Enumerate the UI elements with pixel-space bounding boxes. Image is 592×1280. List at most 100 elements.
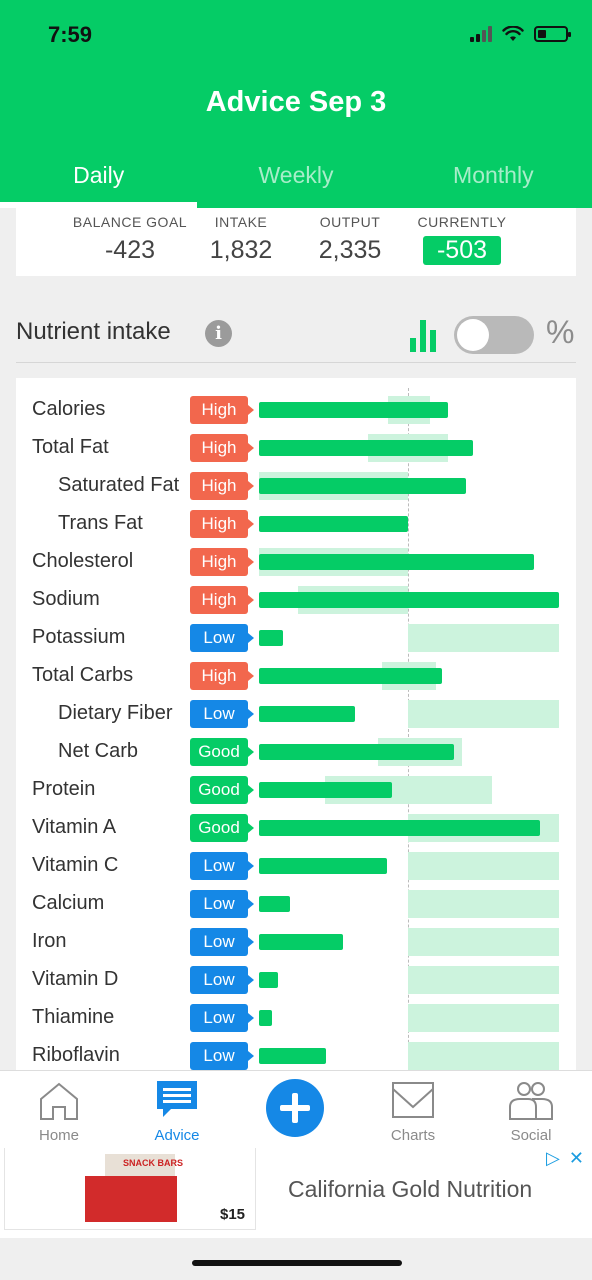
intake-bar [259, 440, 473, 456]
status-badge: High [190, 434, 254, 462]
list-item[interactable]: Protein Good [16, 772, 576, 810]
nutrient-name: Vitamin D [32, 968, 119, 990]
list-item[interactable]: Trans Fat High [16, 506, 576, 544]
target-range [408, 890, 559, 918]
status-badge: Good [190, 776, 254, 804]
period-tabs: Daily Weekly Monthly [0, 150, 592, 208]
intake-bar [259, 972, 278, 988]
nutrient-name: Calories [32, 398, 106, 420]
bar-chart-icon[interactable] [410, 318, 440, 352]
target-range [408, 1004, 559, 1032]
social-icon [509, 1082, 553, 1120]
intake-bar [259, 1010, 272, 1026]
ad-image[interactable]: SNACK BARS $15 [4, 1148, 256, 1230]
intake-bar [259, 782, 392, 798]
status-badge: High [190, 396, 254, 424]
intake-bar [259, 934, 343, 950]
wifi-icon [502, 26, 524, 41]
currently-value: -503 [422, 236, 502, 265]
info-icon[interactable]: i [205, 320, 232, 347]
list-item[interactable]: Cholesterol High [16, 544, 576, 582]
nutrient-name: Thiamine [32, 1006, 115, 1028]
output-value: 2,335 [318, 236, 382, 264]
status-badge: High [190, 472, 254, 500]
list-item[interactable]: Calcium Low [16, 886, 576, 924]
nutrient-name: Saturated Fat [58, 474, 180, 496]
list-item[interactable]: Thiamine Low [16, 1000, 576, 1038]
target-range [408, 966, 559, 994]
status-badge: Low [190, 890, 254, 918]
list-item[interactable]: Net Carb Good [16, 734, 576, 772]
status-badge: Low [190, 852, 254, 880]
target-range [408, 700, 559, 728]
close-icon[interactable]: ✕ [568, 1148, 584, 1168]
list-item[interactable]: Vitamin D Low [16, 962, 576, 1000]
list-item[interactable]: Potassium Low [16, 620, 576, 658]
target-range [408, 852, 559, 880]
target-range [408, 1042, 559, 1070]
ad-price: $15 [220, 1206, 246, 1223]
nutrient-name: Riboflavin [32, 1044, 120, 1066]
intake-bar [259, 744, 454, 760]
status-badge: Low [190, 1042, 254, 1070]
status-time: 7:59 [48, 22, 93, 47]
list-item[interactable]: Vitamin A Good [16, 810, 576, 848]
ad-product-top [105, 1154, 175, 1178]
tab-daily[interactable]: Daily [0, 150, 198, 208]
status-badge: Low [190, 966, 254, 994]
target-range [408, 928, 559, 956]
balance-goal: BALANCE GOAL -423 [70, 208, 190, 265]
home-icon [40, 1082, 78, 1120]
intake-bar [259, 402, 448, 418]
nutrient-name: Trans Fat [58, 512, 143, 534]
list-item[interactable]: Calories High [16, 392, 576, 430]
percent-toggle[interactable] [454, 316, 534, 354]
page-title: Advice Sep 3 [205, 86, 387, 118]
percent-label: % [546, 314, 575, 350]
currently-value-wrap: -503 [412, 236, 512, 265]
intake-bar [259, 592, 559, 608]
status-badge: High [190, 510, 254, 538]
intake-bar [259, 478, 466, 494]
list-item[interactable]: Total Carbs High [16, 658, 576, 696]
status-badge: Low [190, 928, 254, 956]
status-badge: Low [190, 1004, 254, 1032]
list-item[interactable]: Total Fat High [16, 430, 576, 468]
intake-bar [259, 706, 355, 722]
balance-goal-label: BALANCE GOAL [72, 214, 188, 230]
status-badge: High [190, 548, 254, 576]
nutrient-list[interactable]: Calories High Total Fat High Saturated F… [16, 378, 576, 1070]
intake-bar [259, 858, 387, 874]
target-range [408, 624, 559, 652]
ad-title[interactable]: California Gold Nutrition [288, 1176, 533, 1202]
intake-bar [259, 668, 442, 684]
adchoices-icon[interactable]: ▷ [546, 1148, 560, 1168]
nutrient-name: Net Carb [58, 740, 139, 762]
tab-weekly[interactable]: Weekly [258, 162, 334, 188]
list-item[interactable]: Iron Low [16, 924, 576, 962]
list-item[interactable]: Saturated Fat High [16, 468, 576, 506]
list-item[interactable]: Dietary Fiber Low [16, 696, 576, 734]
nutrient-name: Protein [32, 778, 96, 800]
nutrient-name: Vitamin C [32, 854, 119, 876]
list-item[interactable]: Riboflavin Low [16, 1038, 576, 1070]
nutrient-name: Vitamin A [32, 816, 117, 838]
status-icons [470, 26, 571, 42]
ad-banner[interactable]: SNACK BARS $15 California Gold Nutrition… [0, 1148, 592, 1238]
signal-icon [470, 26, 492, 42]
list-item[interactable]: Vitamin C Low [16, 848, 576, 886]
advice-icon [157, 1081, 197, 1117]
add-icon[interactable] [266, 1079, 324, 1137]
currently: CURRENTLY -503 [412, 208, 512, 265]
nav-charts-label: Charts [390, 1127, 436, 1144]
nutrient-intake-title: Nutrient intake [16, 318, 171, 345]
list-item[interactable]: Sodium High [16, 582, 576, 620]
intake-bar [259, 516, 408, 532]
status-badge: Good [190, 738, 254, 766]
tab-monthly[interactable]: Monthly [453, 162, 534, 188]
divider [16, 362, 576, 363]
nav-advice-label: Advice [154, 1127, 200, 1144]
nutrient-name: Dietary Fiber [58, 702, 173, 724]
status-badge: High [190, 586, 254, 614]
nav-social-label: Social [510, 1127, 552, 1144]
